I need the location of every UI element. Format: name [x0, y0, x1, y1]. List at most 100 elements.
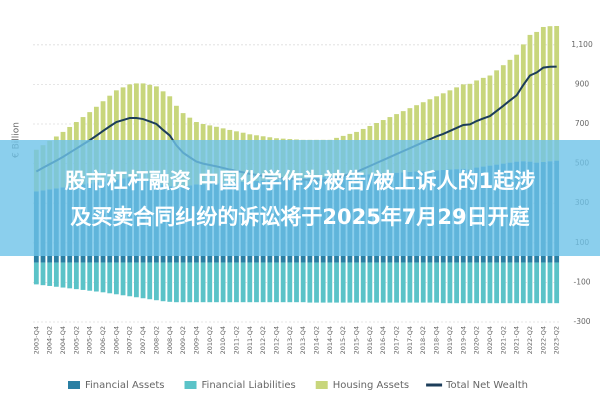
bar: [127, 262, 133, 297]
bar: [100, 262, 106, 293]
legend-swatch: [184, 381, 197, 389]
x-tick-label: 2022-Q2: [526, 326, 534, 354]
x-tick-label: 2015-Q2: [339, 326, 347, 354]
bar: [407, 262, 413, 303]
legend-label: Financial Liabilities: [202, 380, 296, 391]
x-tick-label: 2019-Q2: [446, 326, 454, 354]
bar: [227, 262, 233, 303]
x-tick-label: 2017-Q4: [406, 326, 414, 354]
bar: [254, 262, 259, 303]
bar: [487, 75, 493, 166]
bar: [534, 262, 540, 304]
x-tick-label: 2007-Q2: [126, 326, 134, 354]
x-tick-label: 2003-Q4: [32, 326, 40, 354]
bar: [60, 262, 66, 288]
x-tick-label: 2008-Q4: [166, 326, 174, 354]
x-tick-label: 2019-Q4: [459, 326, 467, 354]
x-tick-label: 2021-Q4: [513, 326, 521, 354]
bar: [220, 262, 226, 303]
x-tick-label: 2017-Q2: [393, 326, 401, 354]
banner-text: 股市杠杆融资 中国化学作为被告/被上诉人的1起涉: [65, 169, 536, 193]
bar: [247, 262, 253, 303]
bar: [200, 262, 206, 303]
bar: [540, 262, 546, 304]
legend-label: Financial Assets: [85, 380, 165, 391]
x-tick-label: 2012-Q2: [259, 326, 267, 354]
bar: [47, 262, 53, 286]
x-tick-label: 2013-Q2: [286, 326, 294, 354]
bar: [460, 84, 466, 169]
bar: [300, 262, 306, 303]
bar: [113, 262, 119, 295]
x-tick-label: 2022-Q4: [539, 326, 547, 354]
bar: [120, 87, 126, 179]
x-tick-label: 2011-Q4: [246, 326, 254, 354]
x-tick-label: 2010-Q4: [219, 326, 227, 354]
bar: [80, 262, 86, 290]
bar: [494, 70, 500, 165]
bar: [540, 26, 546, 163]
bar: [207, 262, 213, 303]
bar: [467, 262, 473, 304]
bar: [387, 262, 393, 303]
bar: [427, 262, 433, 303]
bar: [140, 83, 146, 179]
bar: [440, 262, 446, 304]
bar: [447, 262, 453, 304]
bar: [474, 262, 480, 304]
bar: [87, 262, 93, 291]
bar: [527, 262, 533, 304]
x-tick-label: 2007-Q4: [139, 326, 147, 354]
bar: [147, 84, 153, 181]
x-tick-label: 2009-Q4: [192, 326, 200, 354]
bar: [340, 262, 346, 303]
bar: [514, 262, 520, 304]
bar: [120, 262, 126, 296]
bar: [467, 83, 473, 170]
bar: [314, 262, 319, 303]
bar: [554, 262, 560, 304]
x-tick-label: 2016-Q2: [366, 326, 374, 354]
bar: [280, 262, 286, 303]
x-tick-label: 2005-Q4: [86, 326, 94, 354]
x-tick-label: 2016-Q4: [379, 326, 387, 354]
x-tick-label: 2021-Q2: [499, 326, 507, 354]
bar: [167, 262, 173, 302]
x-tick-label: 2004-Q2: [46, 326, 54, 354]
bar: [147, 262, 153, 300]
bar: [180, 262, 186, 303]
bar: [514, 54, 520, 162]
y-tick-label: 1,100: [571, 40, 593, 49]
x-tick-label: 2020-Q2: [473, 326, 481, 354]
x-tick-label: 2018-Q4: [433, 326, 441, 354]
bar: [40, 262, 46, 286]
bar: [414, 105, 419, 172]
x-tick-label: 2018-Q2: [419, 326, 427, 354]
bar: [400, 262, 406, 303]
bar: [53, 262, 59, 287]
legend-label: Housing Assets: [333, 380, 409, 391]
bar: [547, 262, 553, 304]
legend-swatch: [315, 381, 328, 389]
legend-label: Total Net Wealth: [445, 380, 528, 391]
x-tick-label: 2011-Q2: [232, 326, 240, 354]
bar: [133, 83, 139, 178]
bar: [127, 84, 133, 178]
bar: [500, 65, 506, 164]
bar: [67, 262, 73, 289]
bar: [487, 262, 493, 304]
bar: [140, 262, 146, 299]
bar: [367, 262, 373, 303]
bar: [434, 96, 439, 171]
bar: [187, 262, 193, 303]
bar: [327, 262, 333, 303]
x-tick-label: 2004-Q4: [59, 326, 67, 354]
bar: [107, 262, 113, 294]
banner: [0, 140, 600, 256]
x-tick-label: 2014-Q4: [326, 326, 334, 354]
bar: [93, 262, 99, 292]
bar: [440, 93, 446, 170]
bar: [154, 262, 159, 301]
bar: [154, 86, 159, 183]
